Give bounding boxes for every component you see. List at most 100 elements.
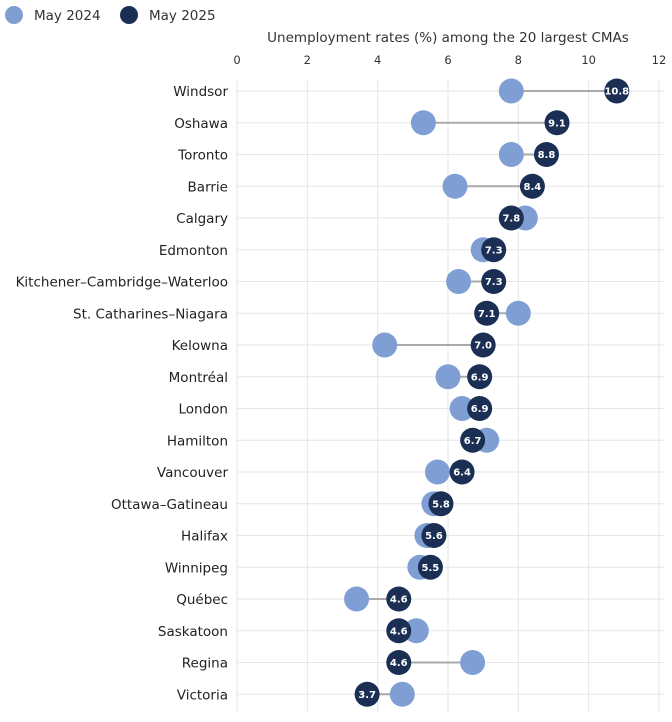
value-label-may2025: 4.6 — [390, 595, 408, 606]
point-may2025 — [604, 78, 630, 104]
point-may2024 — [344, 586, 370, 612]
chart-rows: Windsor 10.8 Oshawa 9.1 Toronto 8.8 Barrie 8.4 C… — [16, 78, 630, 707]
tick-label: 4 — [374, 53, 381, 67]
category-label: St. Catharines–Niagara — [73, 306, 228, 322]
row: Winnipeg 5.5 — [165, 554, 443, 580]
point-may2025 — [428, 491, 454, 517]
row: Saskatoon 4.6 — [158, 618, 429, 644]
point-may2025 — [519, 173, 545, 199]
point-may2024 — [449, 396, 475, 421]
point-may2025 — [417, 554, 443, 580]
point-may2024 — [389, 681, 415, 707]
category-label: Hamilton — [167, 433, 228, 449]
category-label: Regina — [182, 656, 228, 672]
tick-label: 2 — [304, 53, 311, 67]
tick-label: 0 — [233, 53, 240, 67]
row: Kelowna 7.0 — [172, 332, 496, 358]
row: Kitchener–Cambridge–Waterloo 7.3 — [16, 269, 507, 294]
tick-label: 8 — [515, 53, 522, 67]
point-may2025 — [421, 523, 447, 548]
value-label-may2025: 5.5 — [422, 563, 440, 574]
category-label: Winnipeg — [165, 560, 228, 576]
value-label-may2025: 7.3 — [485, 277, 503, 288]
value-label-may2025: 6.9 — [471, 372, 489, 383]
point-may2025 — [544, 110, 570, 136]
point-may2025 — [467, 396, 493, 421]
value-label-may2025: 7.3 — [485, 245, 503, 256]
point-may2025 — [449, 459, 475, 485]
legend-label-may2025: May 2025 — [149, 8, 216, 24]
point-may2025 — [386, 618, 412, 644]
point-may2025 — [467, 364, 493, 390]
category-label: Québec — [176, 592, 228, 608]
point-may2025 — [481, 269, 507, 294]
category-label: Windsor — [173, 84, 228, 100]
value-label-may2025: 6.4 — [453, 468, 471, 479]
tick-label: 12 — [652, 53, 667, 67]
legend-label-may2024: May 2024 — [34, 8, 101, 24]
category-label: Calgary — [176, 211, 228, 227]
legend-marker-may2024 — [5, 6, 23, 24]
row: Windsor 10.8 — [173, 78, 630, 104]
category-label: London — [179, 402, 229, 418]
row: Hamilton 6.7 — [167, 427, 500, 453]
point-may2024 — [372, 332, 398, 358]
category-label: Toronto — [177, 148, 228, 164]
row: Barrie 8.4 — [188, 173, 545, 199]
category-label: Saskatoon — [158, 624, 228, 640]
point-may2025 — [386, 650, 412, 675]
legend: May 2024 May 2025 — [5, 6, 216, 24]
value-label-may2025: 5.8 — [432, 499, 450, 510]
point-may2025 — [386, 586, 412, 612]
category-label: Montréal — [169, 370, 228, 386]
point-may2024 — [460, 650, 486, 675]
point-may2024 — [410, 110, 436, 136]
row: Edmonton 7.3 — [159, 237, 507, 263]
tick-label: 6 — [444, 53, 451, 67]
row: Victoria 3.7 — [177, 681, 415, 707]
value-label-may2025: 9.1 — [548, 118, 566, 129]
value-label-may2025: 6.7 — [464, 436, 482, 447]
value-label-may2025: 4.6 — [390, 626, 408, 637]
row: St. Catharines–Niagara 7.1 — [73, 300, 531, 326]
category-label: Halifax — [181, 529, 228, 545]
category-label: Oshawa — [174, 116, 228, 132]
point-may2024 — [446, 269, 472, 294]
row: Halifax 5.6 — [181, 523, 447, 548]
point-may2025 — [354, 681, 380, 707]
point-may2025 — [470, 332, 496, 358]
category-label: Barrie — [188, 179, 228, 195]
value-label-may2025: 8.4 — [524, 182, 542, 193]
category-label: Kelowna — [172, 338, 228, 354]
row: Oshawa 9.1 — [174, 110, 570, 136]
point-may2025 — [474, 300, 500, 326]
row: Regina 4.6 — [182, 650, 486, 675]
category-label: Ottawa–Gatineau — [111, 497, 228, 513]
row: Ottawa–Gatineau 5.8 — [111, 491, 454, 517]
category-label: Edmonton — [159, 243, 228, 259]
value-label-may2025: 7.1 — [478, 309, 496, 320]
point-may2024 — [505, 300, 531, 326]
point-may2025 — [498, 205, 524, 231]
point-may2025 — [460, 427, 486, 453]
point-may2024 — [403, 618, 429, 644]
x-axis-ticks: 0 2 4 6 8 10 12 — [233, 53, 666, 67]
value-label-may2025: 4.6 — [390, 658, 408, 669]
point-may2024 — [424, 459, 450, 485]
value-label-may2025: 10.8 — [604, 87, 629, 98]
point-may2024 — [442, 173, 468, 199]
point-may2025 — [481, 237, 507, 263]
row: London 6.9 — [179, 396, 493, 421]
row: Vancouver 6.4 — [157, 459, 475, 485]
point-may2024 — [498, 78, 524, 104]
value-label-may2025: 8.8 — [538, 150, 556, 161]
point-may2024 — [498, 142, 524, 167]
value-label-may2025: 3.7 — [358, 690, 376, 701]
row: Calgary 7.8 — [176, 205, 538, 231]
point-may2025 — [533, 142, 559, 167]
value-label-may2025: 6.9 — [471, 404, 489, 415]
value-label-may2025: 5.6 — [425, 531, 443, 542]
category-label: Kitchener–Cambridge–Waterloo — [16, 275, 228, 291]
value-label-may2025: 7.8 — [502, 214, 520, 225]
